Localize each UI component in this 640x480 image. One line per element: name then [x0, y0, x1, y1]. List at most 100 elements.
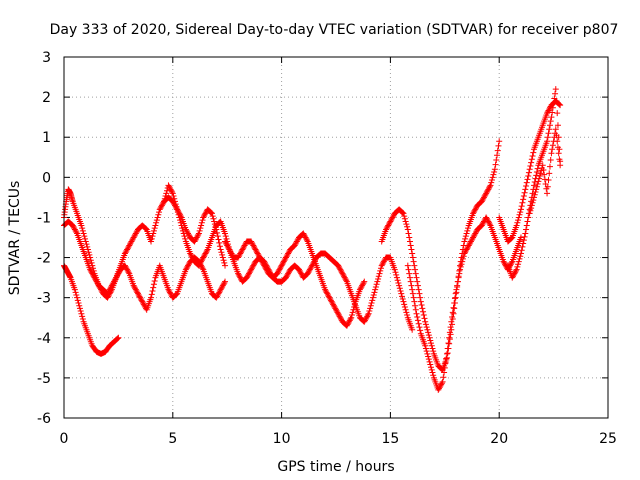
data-point	[402, 218, 409, 225]
data-point	[369, 297, 376, 304]
data-point	[250, 262, 257, 269]
data-point	[462, 235, 469, 242]
data-point	[72, 289, 79, 296]
data-point	[385, 221, 392, 228]
data-point	[304, 270, 311, 277]
data-point	[351, 304, 358, 311]
series-track-h	[496, 98, 564, 245]
data-point	[400, 298, 407, 305]
data-point	[223, 241, 230, 248]
data-point	[86, 251, 93, 258]
data-point	[524, 176, 531, 183]
data-point	[219, 283, 226, 290]
data-point	[256, 254, 263, 261]
data-point	[483, 190, 490, 197]
data-point	[495, 142, 502, 149]
data-point	[222, 239, 229, 246]
data-point	[396, 285, 403, 292]
data-point	[105, 287, 112, 294]
data-point	[338, 269, 345, 276]
data-point	[358, 283, 365, 290]
data-point	[348, 312, 355, 319]
data-point	[125, 243, 132, 250]
data-point	[142, 225, 149, 232]
data-point	[223, 235, 230, 242]
data-point	[163, 190, 170, 197]
data-point	[115, 270, 122, 277]
data-point	[509, 273, 516, 280]
data-point	[430, 348, 437, 355]
data-point	[140, 301, 147, 308]
data-point	[421, 315, 428, 322]
data-point	[322, 286, 329, 293]
data-point	[457, 263, 464, 270]
data-point	[251, 245, 258, 252]
data-point	[462, 247, 469, 254]
data-point	[134, 290, 141, 297]
data-point	[253, 249, 260, 256]
data-point	[519, 243, 526, 250]
data-point	[412, 270, 419, 277]
data-point	[546, 106, 553, 113]
data-point	[70, 223, 77, 230]
data-point	[79, 313, 86, 320]
data-point	[249, 241, 256, 248]
data-point	[546, 126, 553, 133]
data-point	[249, 263, 256, 270]
data-point	[513, 222, 520, 229]
data-point	[328, 298, 335, 305]
data-point	[544, 108, 551, 115]
data-point	[414, 278, 421, 285]
data-point	[88, 269, 95, 276]
data-point	[409, 254, 416, 261]
data-point	[350, 306, 357, 313]
data-point	[404, 223, 411, 230]
data-point	[151, 225, 158, 232]
data-point	[213, 294, 220, 301]
data-point	[430, 372, 437, 379]
data-point	[124, 245, 131, 252]
grid-lines	[64, 57, 608, 418]
data-point	[173, 291, 180, 298]
data-point	[484, 187, 491, 194]
data-point	[132, 285, 139, 292]
data-point	[264, 267, 271, 274]
data-point	[540, 166, 547, 173]
data-point	[435, 386, 442, 393]
data-point	[180, 230, 187, 237]
data-point	[181, 233, 188, 240]
data-point	[227, 247, 234, 254]
data-point	[359, 282, 366, 289]
data-point	[534, 181, 541, 188]
data-point	[140, 300, 147, 307]
data-point	[285, 249, 292, 256]
data-point	[237, 249, 244, 256]
data-point	[545, 107, 552, 114]
data-point	[127, 241, 134, 248]
data-point	[500, 258, 507, 265]
data-point	[323, 289, 330, 296]
data-point	[121, 262, 128, 269]
data-point	[398, 290, 405, 297]
data-point	[301, 233, 308, 240]
data-point	[344, 321, 351, 328]
data-point	[460, 253, 467, 260]
data-point	[343, 322, 350, 329]
data-point	[422, 318, 429, 325]
data-point	[149, 287, 156, 294]
data-point	[277, 265, 284, 272]
data-point	[122, 263, 129, 270]
data-point	[356, 286, 363, 293]
data-point	[533, 168, 540, 175]
data-point	[215, 236, 222, 243]
data-point	[361, 278, 368, 285]
data-point	[401, 215, 408, 222]
data-point	[535, 178, 542, 185]
data-point	[406, 270, 413, 277]
data-point	[128, 238, 135, 245]
data-point	[156, 206, 163, 213]
data-point	[283, 273, 290, 280]
y-tick-label: -3	[37, 291, 51, 307]
data-point	[404, 226, 411, 233]
